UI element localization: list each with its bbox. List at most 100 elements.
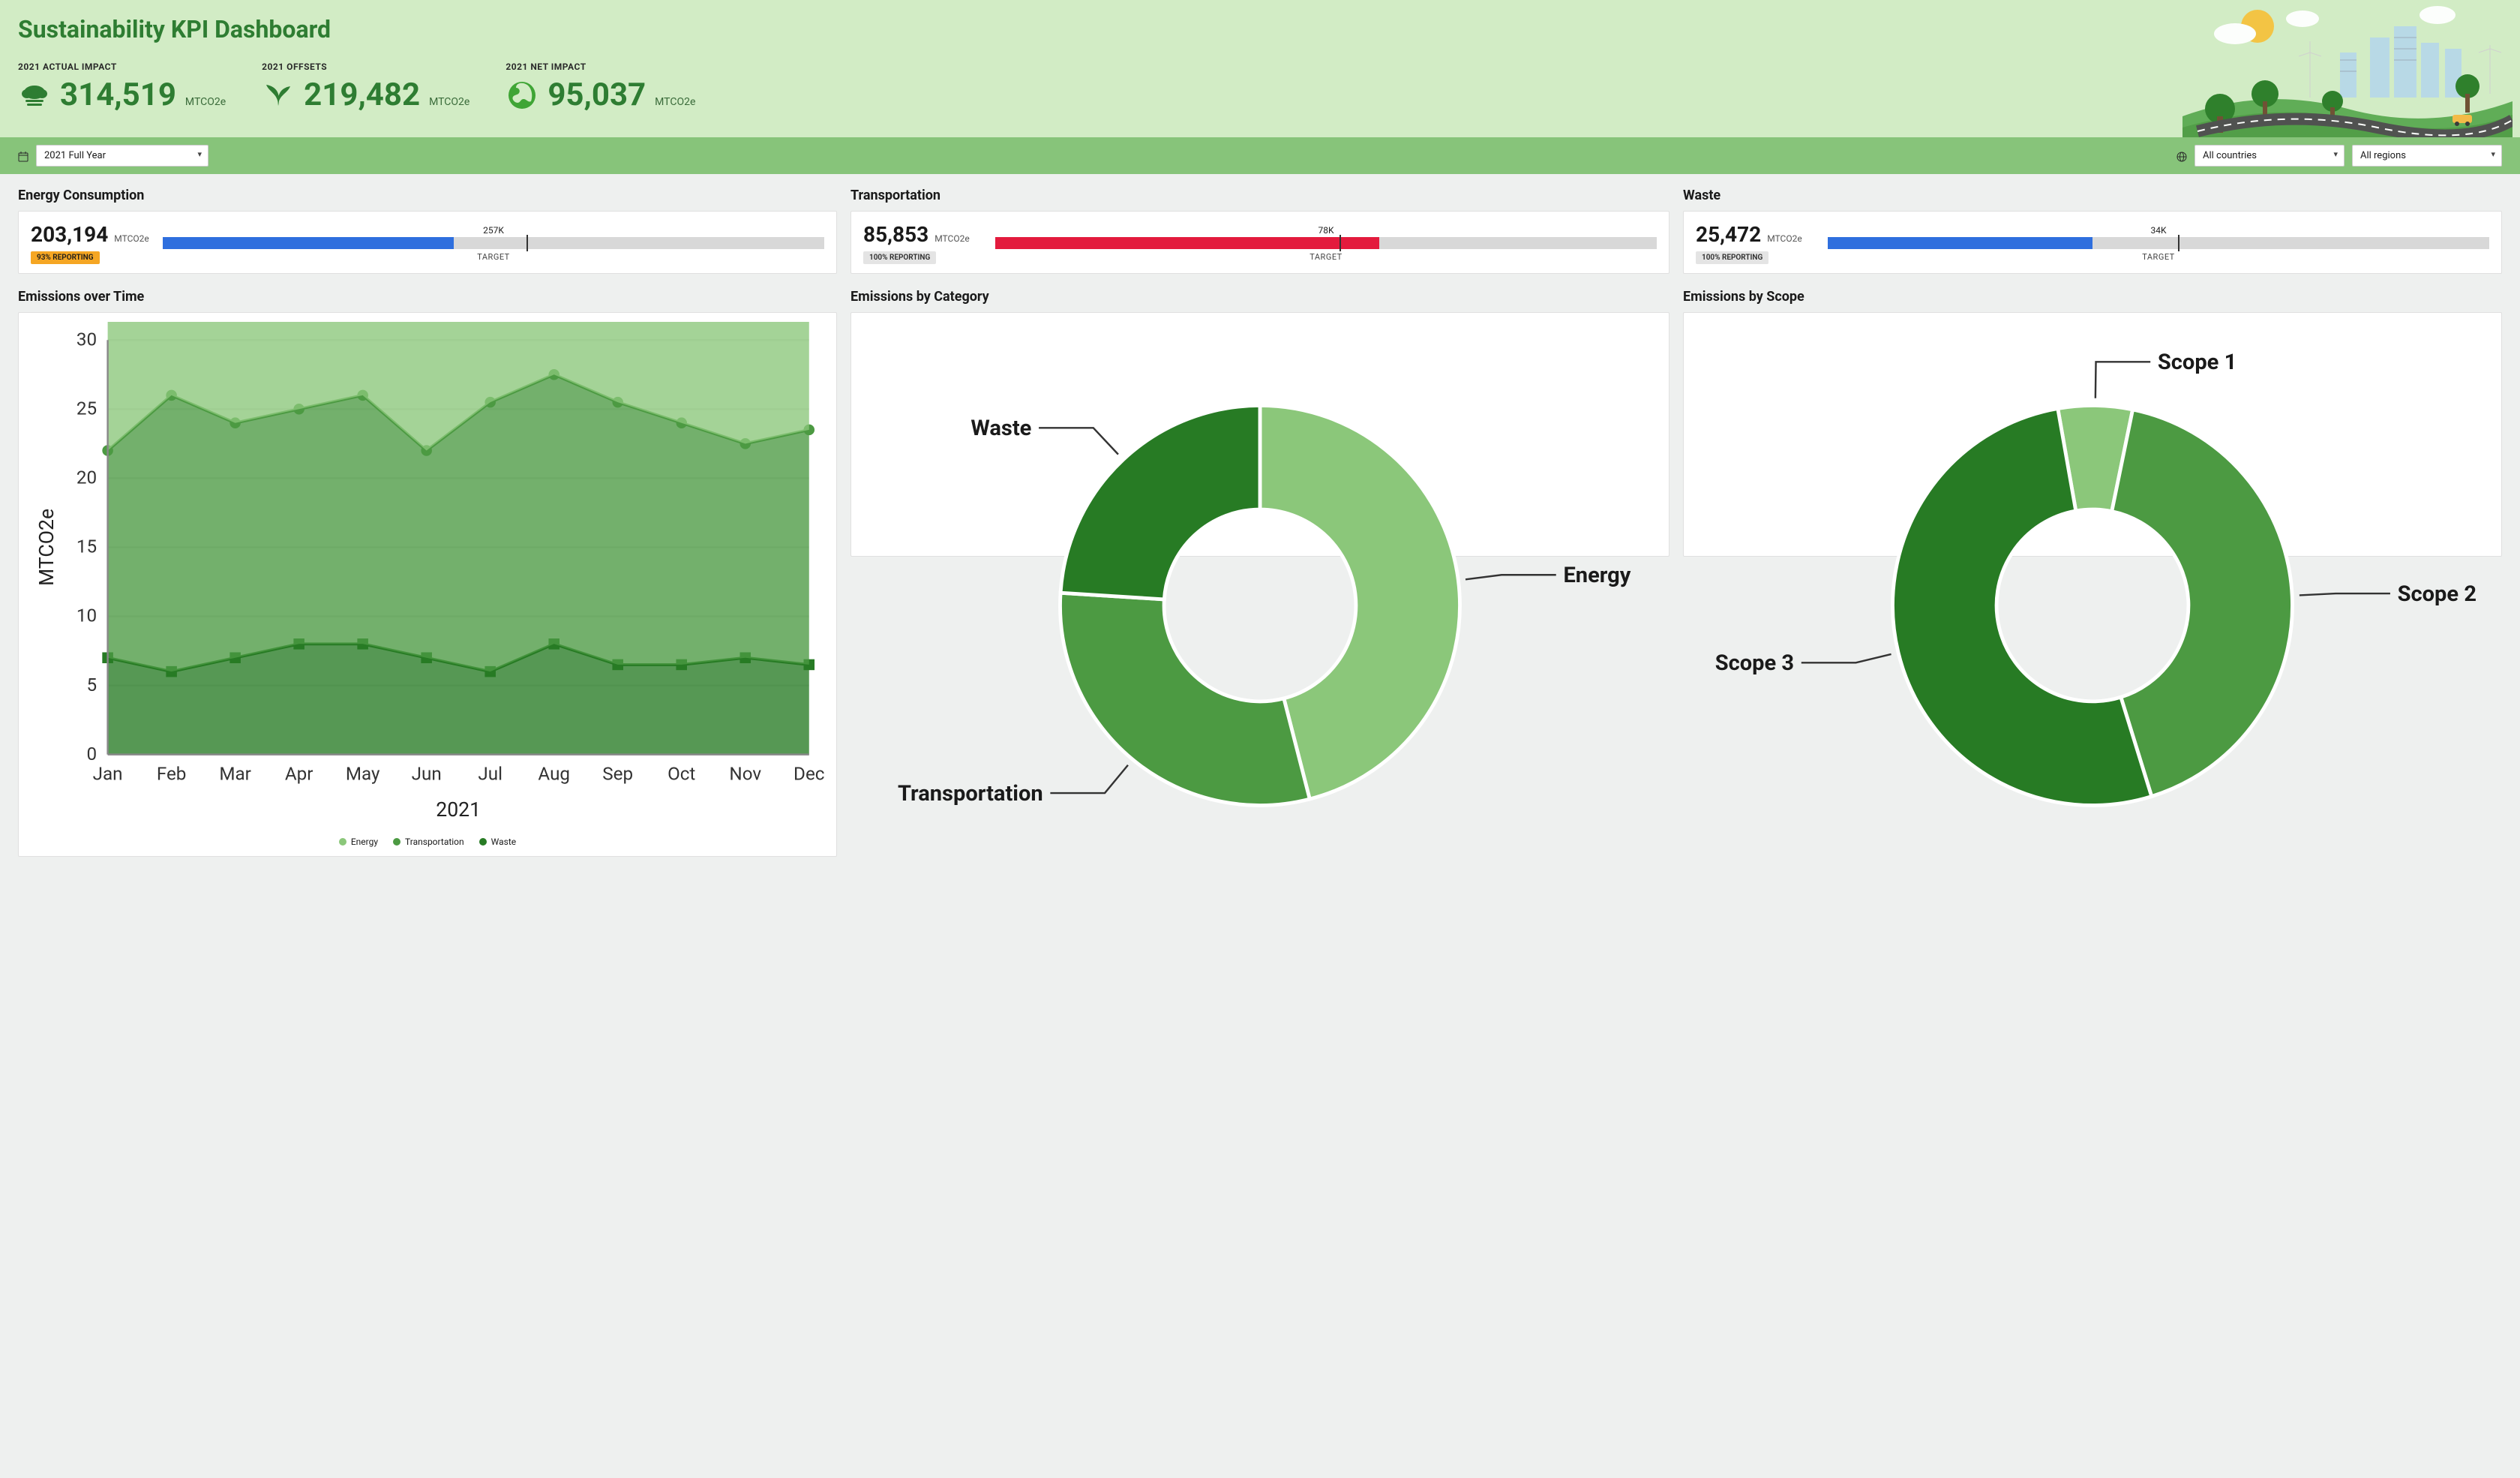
metric-value: 25,472	[1696, 222, 1761, 247]
kpi-value: 314,519	[60, 77, 176, 113]
kpi-unit: MTCO2e	[185, 96, 226, 108]
svg-text:May: May	[346, 764, 380, 785]
section-title: Emissions by Scope	[1683, 289, 2502, 305]
reporting-badge: 100% REPORTING	[1696, 251, 1768, 264]
category-metrics-row: Energy Consumption 203,194 MTCO2e 93% RE…	[18, 188, 2502, 274]
emissions-time-card[interactable]: 0 5 10 15 20 25 30 Jan Feb Mar Apr May Jun Jul Aug Sep O…	[18, 312, 837, 857]
reporting-badge: 93% REPORTING	[31, 251, 100, 264]
svg-text:Transportation: Transportation	[898, 781, 1043, 807]
legend-item: Transportation	[393, 837, 464, 847]
target-bar: 257K TARGET	[163, 225, 824, 262]
legend-item: Waste	[479, 837, 516, 847]
emissions-category-section: Emissions by Category EnergyTransportati…	[850, 289, 1670, 857]
globe-icon	[506, 79, 538, 112]
svg-text:Jan: Jan	[93, 764, 123, 785]
section-title: Emissions over Time	[18, 289, 837, 305]
globe-small-icon	[2176, 151, 2187, 161]
energy-card[interactable]: 203,194 MTCO2e 93% REPORTING 257K TARGET	[18, 211, 837, 274]
svg-text:Nov: Nov	[729, 764, 761, 785]
reporting-badge: 100% REPORTING	[863, 251, 936, 264]
metric-unit: MTCO2e	[114, 233, 148, 244]
waste-card[interactable]: 25,472 MTCO2e 100% REPORTING 34K TARGET	[1683, 211, 2502, 274]
emissions-scope-section: Emissions by Scope Scope 1Scope 2Scope 3	[1683, 289, 2502, 857]
svg-text:Scope 2: Scope 2	[2398, 581, 2476, 607]
energy-section: Energy Consumption 203,194 MTCO2e 93% RE…	[18, 188, 837, 274]
emissions-time-section: Emissions over Time 0 5 10 15 20 25 30 Jan Feb Ma…	[18, 289, 837, 857]
kpi-label: 2021 ACTUAL IMPACT	[18, 62, 226, 72]
svg-text:Scope 1: Scope 1	[2158, 350, 2236, 375]
section-title: Energy Consumption	[18, 188, 837, 203]
donut-chart: Scope 1Scope 2Scope 3	[1693, 322, 2492, 547]
emissions-scope-card[interactable]: Scope 1Scope 2Scope 3	[1683, 312, 2502, 557]
donut-chart: EnergyTransportationWaste	[860, 322, 1660, 547]
kpi-unit: MTCO2e	[655, 96, 695, 108]
svg-text:Oct: Oct	[668, 764, 695, 785]
svg-text:Mar: Mar	[219, 764, 251, 785]
svg-text:15: 15	[76, 536, 97, 557]
chart-legend: Energy Transportation Waste	[28, 837, 827, 847]
kpi-actual-impact: 2021 ACTUAL IMPACT 314,519 MTCO2e	[18, 62, 226, 113]
target-value-label: 257K	[163, 225, 824, 236]
emissions-category-card[interactable]: EnergyTransportationWaste	[850, 312, 1670, 557]
svg-text:Feb: Feb	[157, 764, 187, 785]
svg-text:Dec: Dec	[794, 764, 824, 785]
svg-text:0: 0	[86, 744, 97, 765]
dashboard-header: Sustainability KPI Dashboard 2021 ACTUAL…	[0, 0, 2520, 137]
target-label: TARGET	[1828, 252, 2489, 262]
svg-text:2021: 2021	[436, 798, 481, 822]
svg-text:Apr: Apr	[285, 764, 314, 785]
metric-value: 85,853	[863, 222, 928, 247]
kpi-label: 2021 OFFSETS	[262, 62, 470, 72]
kpi-row: 2021 ACTUAL IMPACT 314,519 MTCO2e 2021 O…	[18, 62, 2502, 113]
svg-text:25: 25	[76, 398, 97, 419]
section-title: Waste	[1683, 188, 2502, 203]
leaf-icon	[262, 79, 295, 112]
period-select[interactable]: 2021 Full Year	[36, 145, 208, 167]
svg-text:5: 5	[86, 674, 97, 695]
svg-text:Scope 3: Scope 3	[1715, 650, 1794, 676]
legend-item: Energy	[339, 837, 378, 847]
region-label: All regions	[2360, 150, 2406, 161]
metric-unit: MTCO2e	[1767, 233, 1802, 244]
section-title: Emissions by Category	[850, 289, 1670, 305]
filter-bar: 2021 Full Year All countries All regions	[0, 137, 2520, 174]
svg-text:MTCO2e: MTCO2e	[34, 509, 58, 586]
country-select[interactable]: All countries	[2194, 145, 2344, 167]
svg-text:10: 10	[76, 605, 97, 626]
calendar-icon	[18, 151, 28, 161]
svg-text:Jul: Jul	[478, 764, 502, 785]
transport-section: Transportation 85,853 MTCO2e 100% REPORT…	[850, 188, 1670, 274]
kpi-net-impact: 2021 NET IMPACT 95,037 MTCO2e	[506, 62, 695, 113]
charts-row: Emissions over Time 0 5 10 15 20 25 30 Jan Feb Ma…	[18, 289, 2502, 857]
city-illustration	[2182, 0, 2512, 137]
period-label: 2021 Full Year	[44, 150, 106, 161]
target-value-label: 78K	[995, 225, 1657, 236]
svg-text:20: 20	[76, 467, 97, 488]
target-value-label: 34K	[1828, 225, 2489, 236]
section-title: Transportation	[850, 188, 1670, 203]
svg-text:Aug: Aug	[538, 764, 570, 785]
country-label: All countries	[2203, 150, 2257, 161]
kpi-value: 219,482	[304, 77, 420, 113]
svg-text:Waste: Waste	[970, 416, 1031, 441]
kpi-offsets: 2021 OFFSETS 219,482 MTCO2e	[262, 62, 470, 113]
svg-text:Sep: Sep	[602, 764, 633, 785]
content: Energy Consumption 203,194 MTCO2e 93% RE…	[0, 174, 2520, 885]
kpi-label: 2021 NET IMPACT	[506, 62, 695, 72]
transport-card[interactable]: 85,853 MTCO2e 100% REPORTING 78K TARGET	[850, 211, 1670, 274]
metric-unit: MTCO2e	[934, 233, 969, 244]
region-select[interactable]: All regions	[2352, 145, 2502, 167]
svg-text:Energy: Energy	[1563, 563, 1630, 588]
target-bar: 34K TARGET	[1828, 225, 2489, 262]
svg-text:30: 30	[76, 329, 97, 350]
metric-value: 203,194	[31, 222, 108, 247]
svg-text:Jun: Jun	[412, 764, 442, 785]
target-label: TARGET	[995, 252, 1657, 262]
target-label: TARGET	[163, 252, 824, 262]
cloud-emission-icon	[18, 79, 51, 112]
waste-section: Waste 25,472 MTCO2e 100% REPORTING 34K T…	[1683, 188, 2502, 274]
page-title: Sustainability KPI Dashboard	[18, 15, 2502, 44]
kpi-unit: MTCO2e	[429, 96, 470, 108]
target-bar: 78K TARGET	[995, 225, 1657, 262]
kpi-value: 95,037	[548, 77, 646, 113]
